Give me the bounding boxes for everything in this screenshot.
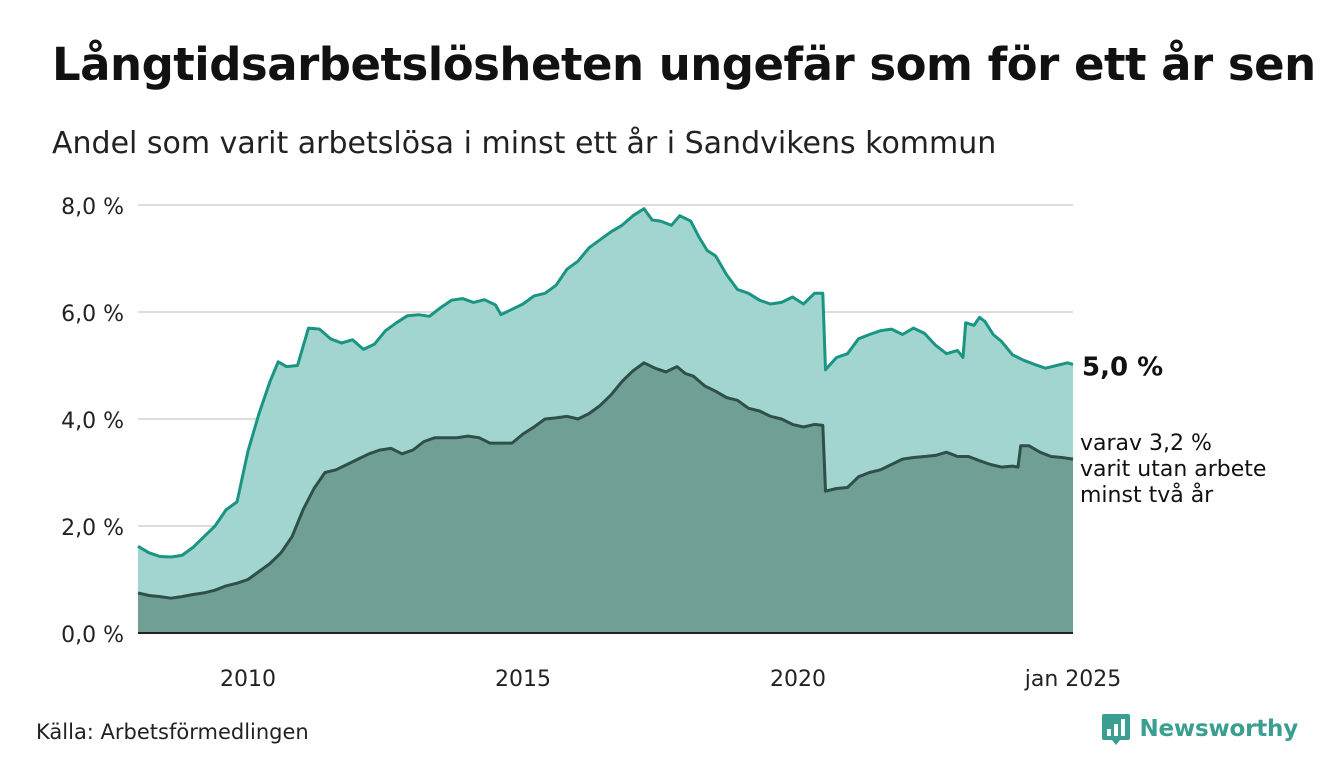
- line-two_years: [137, 361, 1074, 600]
- area-chart: 0,0 % 2,0 % 4,0 % 6,0 % 8,0 % 2010 2015 2020 jan…: [61, 195, 1266, 692]
- brand-name: Newsworthy: [1139, 716, 1298, 742]
- source-note: Källa: Arbetsförmedlingen: [36, 720, 309, 744]
- x-tick-label: 2020: [770, 667, 826, 692]
- area-two_years: [138, 362, 1073, 633]
- total-value-label: 5,0 %: [1082, 352, 1163, 382]
- line-total: [137, 207, 1074, 559]
- chart-title: Långtidsarbetslösheten ungefär som för e…: [52, 38, 1316, 91]
- newsworthy-logo-icon: [1102, 714, 1131, 745]
- chart-subtitle: Andel som varit arbetslösa i minst ett å…: [52, 126, 997, 161]
- y-tick-label: 6,0 %: [61, 302, 124, 327]
- x-tick-label: 2015: [495, 667, 551, 692]
- y-tick-label: 8,0 %: [61, 195, 124, 220]
- y-tick-label: 2,0 %: [61, 516, 124, 541]
- two-years-label-line: varit utan arbete: [1080, 457, 1266, 482]
- x-tick-label: jan 2025: [1024, 667, 1122, 692]
- y-tick-label: 0,0 %: [61, 623, 124, 648]
- area-series: [137, 207, 1074, 633]
- x-tick-label: 2010: [220, 667, 276, 692]
- two-years-label-line: varav 3,2 %: [1080, 431, 1212, 456]
- brand-logo[interactable]: Newsworthy: [1101, 712, 1298, 746]
- axes: 0,0 % 2,0 % 4,0 % 6,0 % 8,0 % 2010 2015 2020 jan…: [61, 195, 1121, 692]
- y-tick-label: 4,0 %: [61, 409, 124, 434]
- two-years-label-line: minst två år: [1080, 482, 1214, 508]
